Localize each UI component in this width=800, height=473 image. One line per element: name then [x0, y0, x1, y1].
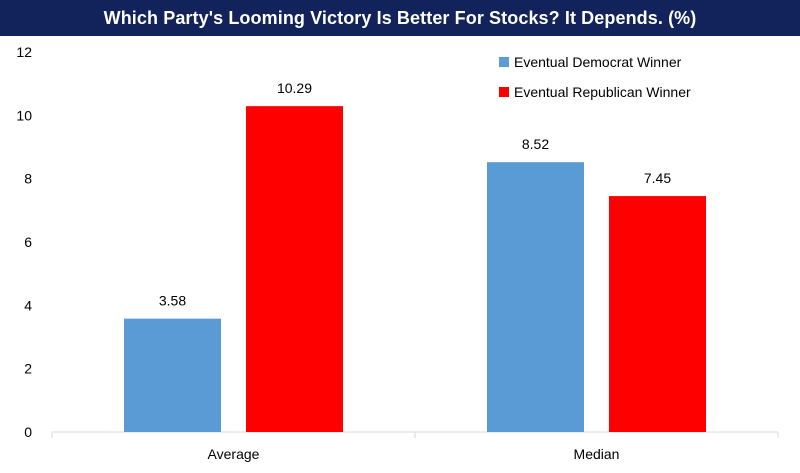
y-tick-label: 10	[16, 107, 32, 123]
x-axis: Average Median	[51, 431, 779, 462]
y-tick-label: 2	[24, 361, 32, 377]
bar-eventual-republican-winner-median	[609, 196, 706, 432]
bar-eventual-republican-winner-average	[246, 106, 343, 433]
data-label: 3.58	[159, 293, 186, 309]
y-axis: 0 2 4 6 8 10 12	[16, 44, 32, 440]
legend-label: Eventual Republican Winner	[514, 84, 691, 100]
chart-title: Which Party's Looming Victory Is Better …	[103, 7, 697, 28]
bar-chart: 0 2 4 6 8 10 12 Average Median 3.58 10.29 8.52 7.4…	[16, 44, 779, 462]
legend: Eventual Democrat Winner Eventual Republi…	[499, 54, 691, 100]
data-label: 7.45	[644, 170, 671, 186]
bars-group: 3.58 10.29 8.52 7.45	[124, 80, 706, 433]
y-tick-label: 12	[16, 44, 32, 60]
y-tick-label: 8	[24, 171, 32, 187]
x-tick-label-median: Median	[574, 446, 620, 462]
chart-title-bar: Which Party's Looming Victory Is Better …	[0, 0, 800, 36]
data-label: 8.52	[522, 136, 549, 152]
legend-label: Eventual Democrat Winner	[514, 54, 682, 70]
y-tick-label: 4	[24, 297, 32, 313]
y-tick-label: 6	[24, 234, 32, 250]
bar-eventual-democrat-winner-median	[487, 162, 584, 432]
legend-swatch-eventual-democrat-winner	[499, 57, 509, 67]
legend-swatch-eventual-republican-winner	[499, 87, 509, 97]
bar-eventual-democrat-winner-average	[124, 318, 221, 432]
y-tick-label: 0	[24, 424, 32, 440]
data-label: 10.29	[277, 80, 312, 96]
x-tick-label-average: Average	[208, 446, 260, 462]
